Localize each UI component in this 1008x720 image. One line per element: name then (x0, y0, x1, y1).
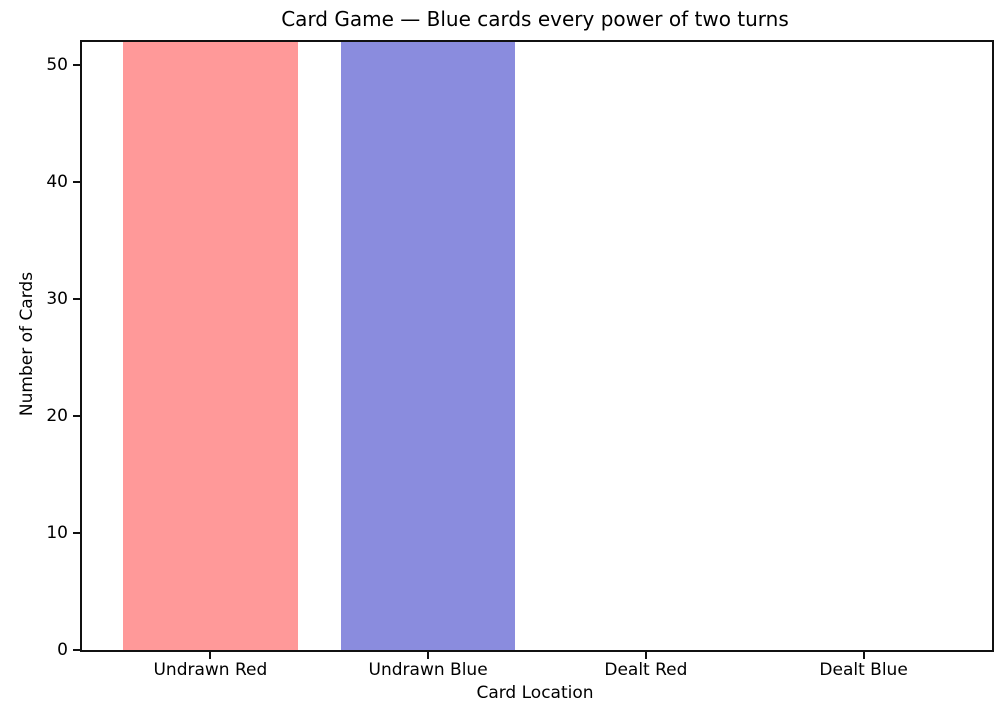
y-tick-mark (73, 532, 80, 535)
chart-title: Card Game — Blue cards every power of tw… (281, 7, 789, 31)
y-tick-label: 10 (46, 523, 68, 544)
x-axis-label: Card Location (476, 683, 594, 703)
bar-undrawn-red (123, 42, 298, 650)
y-tick-label: 40 (46, 172, 68, 193)
y-tick-mark (73, 415, 80, 418)
y-tick-mark (73, 298, 80, 301)
y-axis-label: Number of Cards (17, 271, 37, 417)
plot-area: 0 10 20 30 40 50 Undrawn Red Undrawn Blue Dealt… (46, 40, 994, 680)
x-tick-label: Undrawn Red (153, 660, 268, 680)
y-tick-label: 30 (46, 289, 68, 310)
bar-undrawn-blue (341, 42, 516, 650)
x-tick-label: Undrawn Blue (368, 660, 488, 680)
y-tick-label: 50 (46, 55, 68, 76)
y-tick-label: 20 (46, 406, 68, 427)
x-tick-mark (862, 652, 865, 659)
y-tick-label: 0 (57, 640, 68, 660)
y-tick-mark (73, 649, 80, 651)
x-tick-mark (209, 652, 212, 659)
x-tick-mark (644, 652, 647, 659)
y-tick-mark (73, 181, 80, 184)
x-tick-label: Dealt Red (604, 660, 688, 680)
y-tick-mark (73, 64, 80, 67)
x-tick-mark (427, 652, 430, 659)
x-tick-label: Dealt Blue (819, 660, 908, 680)
